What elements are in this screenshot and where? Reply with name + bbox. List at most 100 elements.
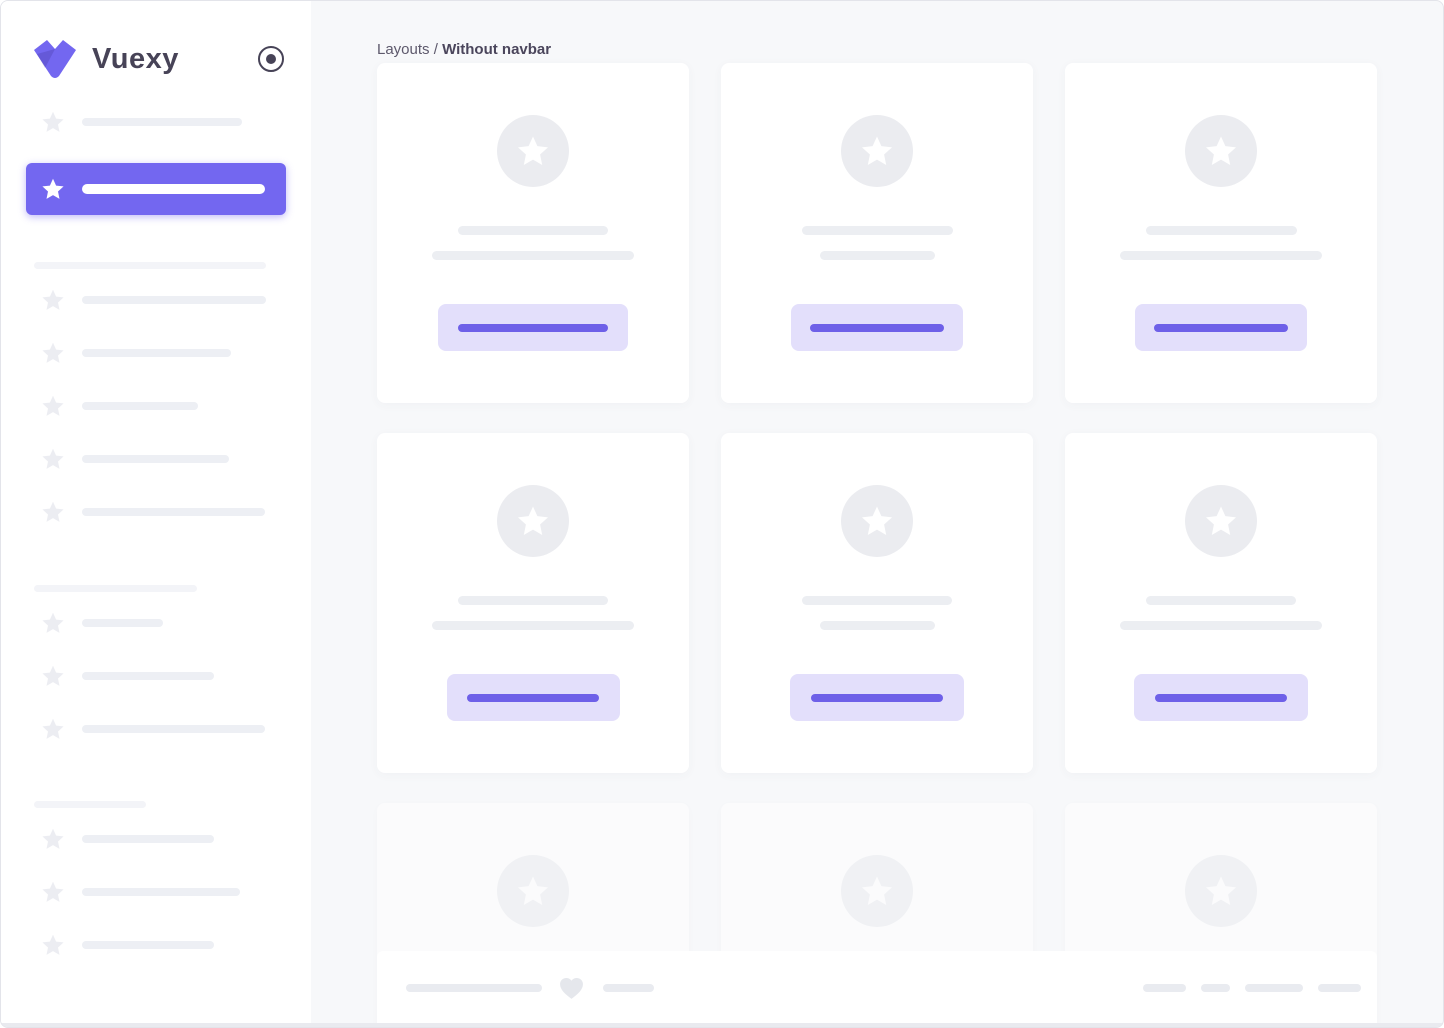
card-text-placeholder <box>1120 621 1322 630</box>
card-title-placeholder <box>1145 226 1297 235</box>
placeholder-card <box>377 63 689 403</box>
footer-link-placeholder[interactable] <box>1245 984 1303 992</box>
button-label-placeholder <box>811 693 943 702</box>
sidebar-item[interactable] <box>1 500 311 524</box>
footer-link-placeholder[interactable] <box>1201 984 1230 992</box>
breadcrumb: Layouts / Without navbar <box>311 1 1443 63</box>
breadcrumb-section[interactable]: Layouts <box>377 41 430 58</box>
radio-dot-inner <box>266 54 276 64</box>
star-icon <box>42 665 64 686</box>
menu-label-placeholder <box>82 455 229 463</box>
footer-link-placeholder[interactable] <box>1318 984 1361 992</box>
card-title-placeholder <box>801 226 953 235</box>
menu-label-placeholder <box>82 672 214 680</box>
menu-label-placeholder <box>82 619 163 627</box>
star-icon <box>42 718 64 739</box>
card-button-placeholder[interactable] <box>1134 674 1308 721</box>
star-icon <box>42 501 64 522</box>
avatar <box>497 485 569 557</box>
menu-label-placeholder <box>82 118 242 126</box>
star-icon <box>42 448 64 469</box>
card-button-placeholder[interactable] <box>446 674 620 721</box>
sidebar-item[interactable] <box>1 933 311 957</box>
card-button-placeholder[interactable] <box>1135 304 1307 351</box>
sidebar-item[interactable] <box>1 664 311 688</box>
star-icon <box>42 395 64 416</box>
card-title-placeholder <box>458 226 608 235</box>
avatar <box>1185 855 1257 927</box>
menu-section-header-placeholder <box>34 801 146 808</box>
card-text-placeholder <box>432 621 634 630</box>
button-label-placeholder <box>458 323 608 332</box>
heart-icon <box>560 977 583 999</box>
avatar <box>497 855 569 927</box>
star-icon <box>42 934 64 955</box>
viewport-bottom-edge <box>1 1023 1443 1027</box>
menu-label-placeholder <box>82 725 265 733</box>
avatar <box>1185 115 1257 187</box>
sidebar-item[interactable] <box>1 447 311 471</box>
card-grid <box>377 63 1377 1027</box>
avatar <box>497 115 569 187</box>
star-icon <box>861 506 893 536</box>
star-icon <box>1205 876 1237 906</box>
sidebar-item[interactable] <box>1 341 311 365</box>
card-text-placeholder <box>819 251 935 260</box>
menu-section-header-placeholder <box>34 262 266 269</box>
placeholder-card <box>377 433 689 773</box>
button-label-placeholder <box>467 693 599 702</box>
button-label-placeholder <box>1155 693 1287 702</box>
sidebar-item[interactable] <box>1 717 311 741</box>
menu-label-placeholder <box>82 941 214 949</box>
radio-dot-icon[interactable] <box>258 46 284 72</box>
placeholder-card <box>1065 433 1377 773</box>
placeholder-card <box>721 433 1033 773</box>
sidebar-item[interactable] <box>1 880 311 904</box>
menu-label-placeholder <box>82 402 198 410</box>
vuexy-v-icon <box>34 40 76 78</box>
page-footer <box>377 951 1377 1025</box>
footer-link-placeholder[interactable] <box>1143 984 1186 992</box>
menu-label-placeholder <box>82 349 231 357</box>
menu-label-placeholder <box>82 888 240 896</box>
button-label-placeholder <box>1154 323 1288 332</box>
sidebar-item[interactable] <box>1 827 311 851</box>
star-icon <box>42 178 64 199</box>
sidebar-item[interactable] <box>1 110 311 134</box>
card-text-placeholder <box>1120 251 1322 260</box>
star-icon <box>517 506 549 536</box>
card-button-placeholder[interactable] <box>791 304 963 351</box>
sidebar-item[interactable] <box>1 394 311 418</box>
main-content: Layouts / Without navbar <box>311 1 1443 1027</box>
star-icon <box>42 111 64 132</box>
sidebar-item[interactable] <box>1 611 311 635</box>
footer-text-placeholder <box>406 984 542 992</box>
placeholder-card <box>1065 63 1377 403</box>
star-icon <box>42 828 64 849</box>
card-text-placeholder <box>819 621 935 630</box>
sidebar-menu <box>1 110 311 957</box>
sidebar: Vuexy <box>1 1 311 1023</box>
card-button-placeholder[interactable] <box>790 674 964 721</box>
card-title-placeholder <box>458 596 608 605</box>
footer-links <box>1143 984 1361 992</box>
sidebar-item[interactable] <box>1 288 311 312</box>
card-text-placeholder <box>432 251 634 260</box>
menu-label-placeholder <box>82 508 265 516</box>
brand-name: Vuexy <box>92 42 179 75</box>
card-title-placeholder <box>1146 596 1296 605</box>
sidebar-item-active[interactable] <box>26 163 286 215</box>
card-title-placeholder <box>802 596 952 605</box>
avatar <box>841 115 913 187</box>
menu-label-placeholder <box>82 184 265 194</box>
footer-text-placeholder <box>603 984 654 992</box>
card-button-placeholder[interactable] <box>438 304 628 351</box>
breadcrumb-separator: / <box>429 41 443 58</box>
star-icon <box>42 342 64 363</box>
menu-label-placeholder <box>82 296 266 304</box>
star-icon <box>517 136 549 166</box>
avatar <box>1185 485 1257 557</box>
star-icon <box>861 136 893 166</box>
star-icon <box>42 881 64 902</box>
